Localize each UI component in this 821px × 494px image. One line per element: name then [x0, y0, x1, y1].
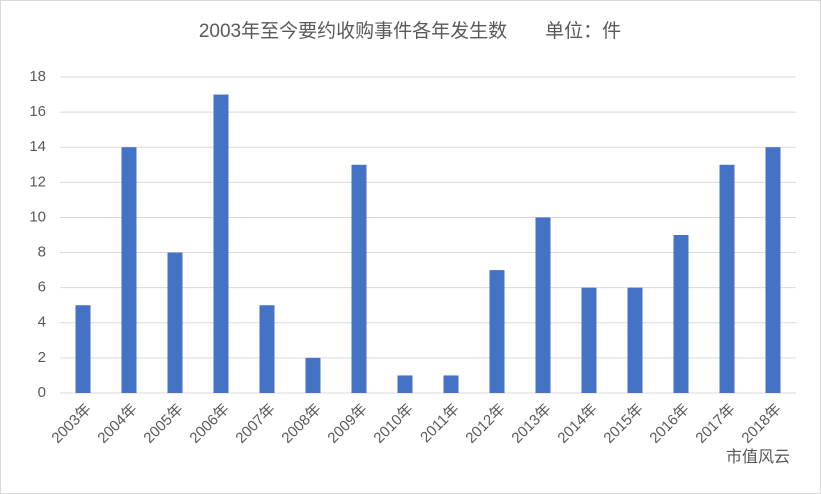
- y-tick-label: 2: [38, 349, 46, 366]
- y-tick-label: 6: [38, 279, 46, 296]
- bar: [397, 375, 413, 393]
- bar: [259, 305, 275, 393]
- watermark: 市值风云: [726, 448, 790, 466]
- bar: [719, 164, 735, 393]
- bar: [213, 94, 229, 394]
- bar: [305, 357, 321, 393]
- y-tick-label: 14: [29, 138, 46, 155]
- bar: [535, 217, 551, 393]
- bar: [167, 252, 183, 393]
- y-tick-label: 0: [38, 384, 46, 401]
- bar: [627, 287, 643, 393]
- bar: [75, 305, 91, 393]
- y-tick-label: 8: [38, 244, 46, 261]
- bar: [489, 270, 505, 393]
- bar: [351, 164, 367, 393]
- y-tick-label: 16: [29, 103, 46, 120]
- bar: [443, 375, 459, 393]
- y-tick-label: 18: [29, 68, 46, 85]
- chart-title: 2003年至今要约收购事件各年发生数 单位：件: [199, 20, 621, 42]
- y-tick-label: 4: [38, 314, 46, 331]
- bar: [121, 147, 137, 393]
- bar: [765, 147, 781, 393]
- bar: [673, 235, 689, 393]
- bar: [581, 287, 597, 393]
- y-tick-label: 12: [29, 173, 46, 190]
- y-tick-label: 10: [29, 208, 46, 225]
